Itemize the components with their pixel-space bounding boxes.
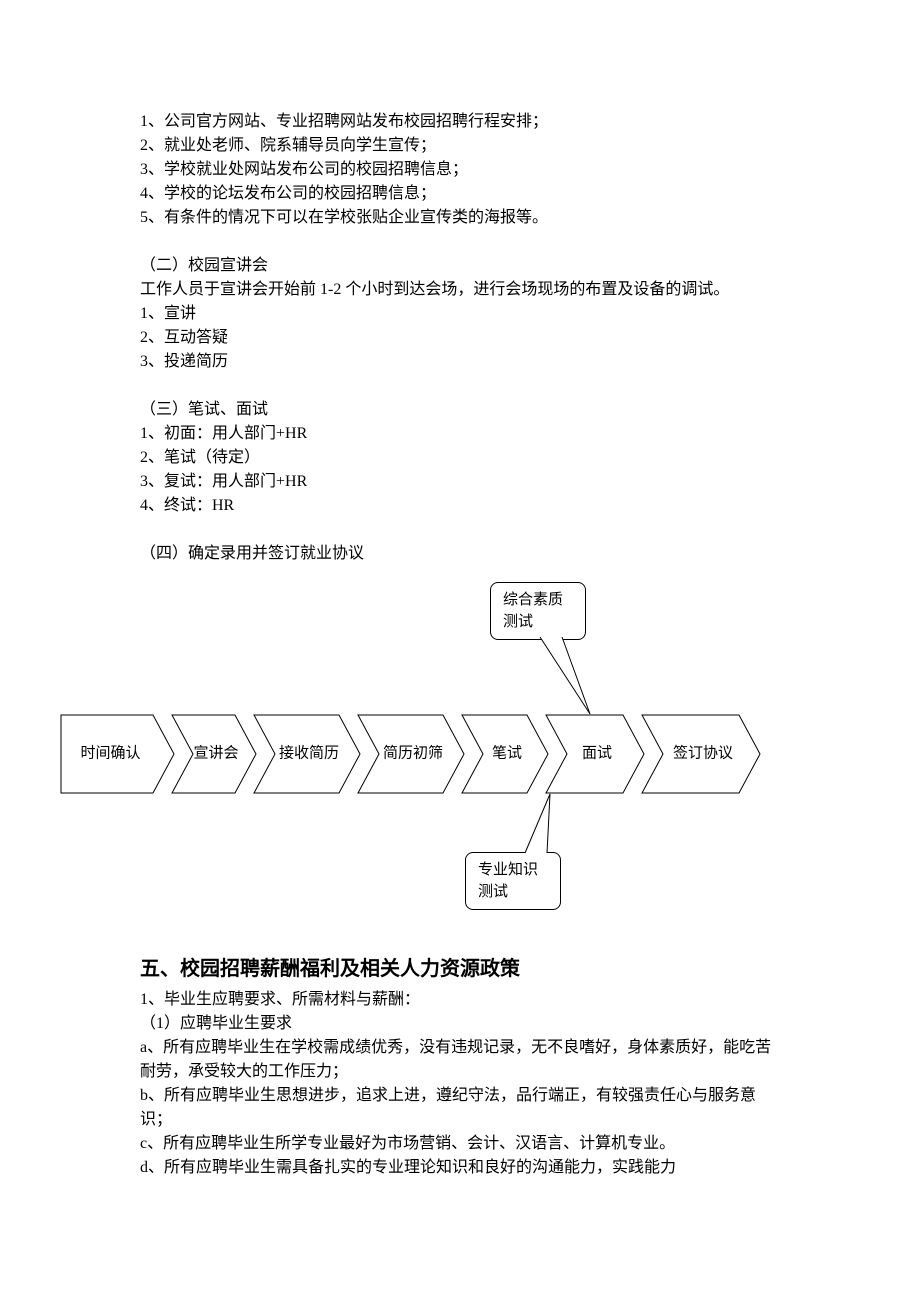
chevron-label: 签订协议 [673, 744, 733, 761]
callout-text: 测试 [503, 611, 573, 633]
paragraph: 工作人员于宣讲会开始前 1-2 个小时到达会场，进行会场现场的布置及设备的调试。 [140, 278, 780, 302]
callout-text: 测试 [478, 881, 548, 903]
chevron-step: 签订协议 [641, 714, 761, 794]
list-item: 1、宣讲 [140, 302, 780, 326]
section-3: （三）笔试、面试 1、初面：用人部门+HR 2、笔试（待定） 3、复试：用人部门… [140, 398, 780, 518]
chevron-step: 宣讲会 [171, 714, 257, 794]
list-item: 2、就业处老师、院系辅导员向学生宣传； [140, 134, 780, 158]
chevron-row: 时间确认 宣讲会 接收简历 简历初筛 笔试 面试 签订协议 [60, 714, 761, 794]
list-item: 4、终试：HR [140, 494, 780, 518]
chevron-step: 接收简历 [253, 714, 361, 794]
list-item: 3、复试：用人部门+HR [140, 470, 780, 494]
list-item: 4、学校的论坛发布公司的校园招聘信息； [140, 182, 780, 206]
chevron-label: 时间确认 [80, 744, 140, 761]
list-item: 5、有条件的情况下可以在学校张贴企业宣传类的海报等。 [140, 206, 780, 230]
list-item: 3、学校就业处网站发布公司的校园招聘信息； [140, 158, 780, 182]
section-1: 1、公司官方网站、专业招聘网站发布校园招聘行程安排； 2、就业处老师、院系辅导员… [140, 110, 780, 230]
chevron-step: 面试 [545, 714, 645, 794]
callout-text: 专业知识 [478, 859, 548, 881]
chevron-step: 时间确认 [60, 714, 175, 794]
list-item: （1）应聘毕业生要求 [140, 1012, 780, 1036]
chevron-label: 面试 [582, 744, 612, 761]
chevron-label: 宣讲会 [193, 744, 238, 761]
chevron-label: 简历初筛 [383, 744, 443, 761]
section-heading: 五、校园招聘薪酬福利及相关人力资源政策 [140, 954, 780, 984]
list-item: d、所有应聘毕业生需具备扎实的专业理论知识和良好的沟通能力，实践能力 [140, 1156, 780, 1180]
process-flowchart: 综合素质 测试 时间确认 宣讲会 接收简历 简历初筛 笔试 面试 签订协议 专业知识 测试 [60, 574, 880, 934]
list-item: b、所有应聘毕业生思想进步，追求上进，遵纪守法，品行端正，有较强责任心与服务意识… [140, 1084, 780, 1132]
chevron-step: 笔试 [461, 714, 549, 794]
chevron-step: 简历初筛 [357, 714, 465, 794]
list-item: 2、互动答疑 [140, 326, 780, 350]
list-item: 1、初面：用人部门+HR [140, 422, 780, 446]
section-5: 五、校园招聘薪酬福利及相关人力资源政策 1、毕业生应聘要求、所需材料与薪酬： （… [140, 954, 780, 1180]
section-title: （二）校园宣讲会 [140, 254, 780, 278]
section-4: （四）确定录用并签订就业协议 [140, 542, 780, 566]
list-item: 2、笔试（待定） [140, 446, 780, 470]
callout-top: 综合素质 测试 [490, 582, 586, 640]
list-item: 1、公司官方网站、专业招聘网站发布校园招聘行程安排； [140, 110, 780, 134]
list-item: 3、投递简历 [140, 350, 780, 374]
callout-text: 综合素质 [503, 589, 573, 611]
list-item: c、所有应聘毕业生所学专业最好为市场营销、会计、汉语言、计算机专业。 [140, 1132, 780, 1156]
list-item: a、所有应聘毕业生在学校需成绩优秀，没有违规记录，无不良嗜好，身体素质好，能吃苦… [140, 1036, 780, 1084]
chevron-label: 笔试 [492, 744, 522, 761]
callout-bottom: 专业知识 测试 [465, 852, 561, 910]
chevron-label: 接收简历 [279, 744, 339, 761]
section-title: （三）笔试、面试 [140, 398, 780, 422]
section-2: （二）校园宣讲会 工作人员于宣讲会开始前 1-2 个小时到达会场，进行会场现场的… [140, 254, 780, 374]
section-title: （四）确定录用并签订就业协议 [140, 542, 780, 566]
list-item: 1、毕业生应聘要求、所需材料与薪酬： [140, 988, 780, 1012]
